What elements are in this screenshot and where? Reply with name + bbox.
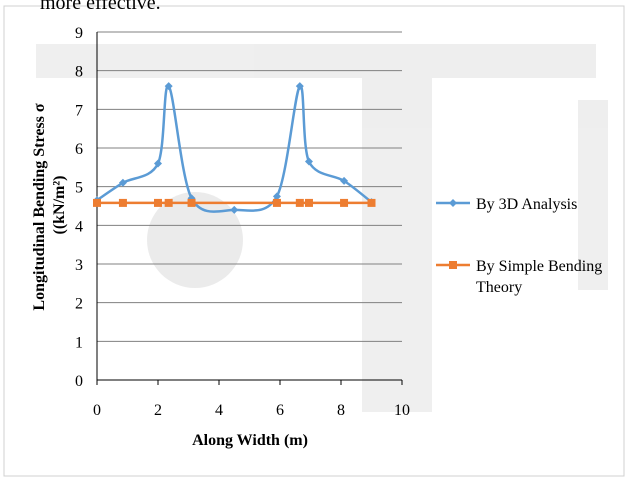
data-point — [118, 178, 127, 187]
legend-item-1: By 3D Analysis — [436, 196, 577, 213]
data-point — [272, 192, 281, 201]
series-group — [93, 82, 376, 214]
data-point — [272, 198, 281, 207]
data-point — [187, 198, 196, 207]
y-tick-label: 6 — [75, 141, 83, 158]
legend-marker — [449, 261, 457, 269]
x-tick-labels: 0 2 4 6 8 10 — [93, 402, 410, 419]
cropped-body-text: more effective. — [40, 0, 161, 14]
data-point — [340, 198, 349, 207]
series-line — [96, 84, 373, 213]
axes — [96, 32, 403, 385]
y-axis-title-line1: Longitudinal Bending Stress σ — [31, 103, 48, 310]
grid-lines — [97, 31, 402, 342]
data-point — [304, 198, 313, 207]
legend-marker — [449, 199, 457, 207]
y-tick-label: 9 — [75, 25, 83, 42]
x-tick-label: 6 — [276, 402, 284, 419]
data-point — [367, 198, 376, 207]
legend: By 3D Analysis By Simple Bending Theory — [436, 196, 602, 296]
y-tick-label: 3 — [75, 257, 83, 274]
data-point — [154, 198, 162, 207]
data-point — [295, 82, 304, 91]
x-tick-label: 8 — [337, 402, 345, 419]
y-tick-label: 2 — [75, 296, 83, 313]
x-tick-label: 10 — [394, 402, 410, 419]
watermark — [36, 44, 608, 412]
data-point — [118, 198, 127, 207]
series-2 — [93, 198, 376, 207]
data-point — [154, 159, 162, 168]
chart-border — [3, 5, 625, 477]
y-tick-label: 1 — [75, 334, 83, 351]
y-tick-label: 7 — [75, 102, 83, 119]
data-point — [295, 198, 304, 207]
y-axis-title: Longitudinal Bending Stress σ ((kN/m²) — [31, 99, 68, 310]
data-point — [230, 205, 239, 214]
legend-label: By 3D Analysis — [476, 196, 577, 213]
y-axis-title-line2: ((kN/m²) — [51, 175, 68, 234]
x-tick-label: 2 — [154, 402, 162, 419]
legend-item-2: By Simple Bending Theory — [436, 258, 602, 296]
data-point — [164, 82, 173, 91]
data-point — [93, 198, 101, 207]
y-tick-label: 8 — [75, 64, 83, 81]
data-point — [164, 198, 173, 207]
x-axis-title: Along Width (m) — [192, 432, 308, 449]
legend-label: By Simple Bending Theory — [476, 258, 602, 296]
data-point — [304, 157, 313, 166]
data-point — [340, 176, 349, 185]
y-tick-labels: 0 1 2 3 4 5 6 7 8 9 — [75, 25, 83, 390]
x-tick-label: 4 — [215, 402, 223, 419]
y-tick-label: 0 — [75, 373, 83, 390]
y-tick-label: 5 — [75, 180, 83, 197]
x-tick-label: 0 — [93, 402, 101, 419]
y-tick-label: 4 — [75, 218, 83, 235]
